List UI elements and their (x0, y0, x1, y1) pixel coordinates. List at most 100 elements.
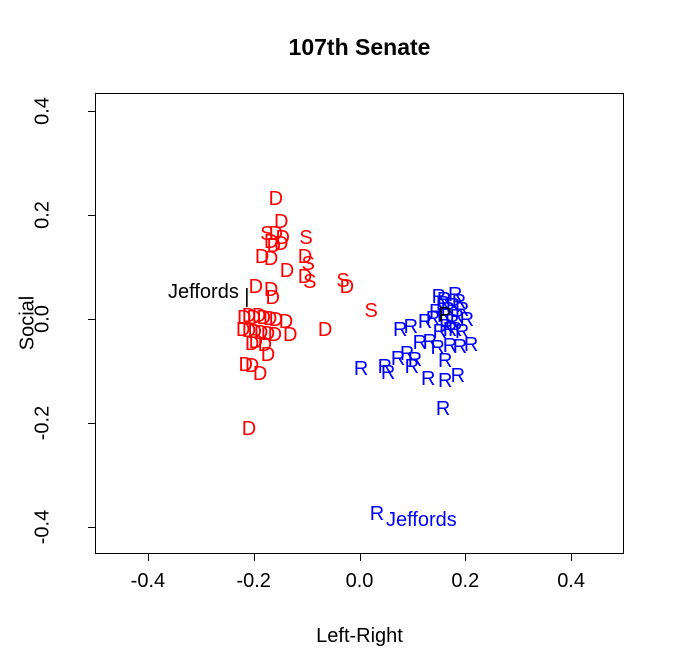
data-point-P: P (438, 303, 452, 326)
data-point-D: D (257, 334, 273, 357)
x-tick (253, 554, 255, 561)
data-point-D: D (339, 275, 355, 298)
data-point-D: D (263, 248, 279, 271)
data-point-D: D (268, 188, 284, 211)
y-tick (88, 215, 95, 217)
data-point-D: D (297, 246, 313, 269)
data-point-S: S (260, 223, 274, 246)
data-point-D: D (282, 324, 298, 347)
annotation-jeffords: Jeffords (168, 281, 239, 304)
data-point-R: R (421, 367, 436, 390)
x-tick-label: 0.4 (557, 570, 585, 592)
data-point-D: D (267, 324, 283, 347)
data-point-D: D (268, 309, 284, 332)
data-point-R: R (448, 284, 463, 307)
data-point-S: S (303, 271, 317, 294)
data-point-D: D (235, 318, 251, 341)
data-point-R: R (432, 321, 448, 344)
x-axis-label: Left-Right (316, 625, 403, 647)
data-point-R: R (436, 288, 452, 311)
data-point-D: D (244, 333, 260, 356)
y-tick-label-text: -0.4 (31, 509, 54, 545)
data-point-R: R (431, 286, 447, 309)
y-tick (88, 111, 95, 113)
data-point-R: R (428, 301, 444, 324)
data-point-D: D (268, 223, 284, 246)
data-point-R: R (442, 318, 458, 341)
data-point-D: D (244, 354, 260, 377)
data-point-R: R (377, 355, 393, 378)
x-tick (465, 554, 467, 561)
annotation-jeffords: Jeffords (385, 508, 457, 531)
y-tick (88, 319, 95, 321)
y-tick (88, 423, 95, 425)
data-point-R: R (450, 365, 466, 388)
data-point-D: D (273, 233, 289, 256)
data-point-R: R (430, 337, 446, 360)
data-point-D: D (297, 265, 313, 288)
data-point-S: S (364, 300, 378, 323)
data-point-D: D (252, 363, 268, 386)
data-point-D: D (263, 278, 279, 301)
data-point-D: D (251, 304, 267, 327)
data-point-R: R (452, 336, 468, 359)
data-point-R: R (404, 355, 420, 378)
data-point-R: R (454, 299, 470, 322)
data-point-D: D (260, 323, 276, 346)
data-point-D: D (247, 321, 262, 344)
x-tick-label: -0.2 (236, 570, 271, 592)
data-point-R: R (407, 349, 423, 372)
data-point-D: D (241, 320, 257, 343)
data-point-S: S (301, 252, 315, 275)
data-point-R: R (459, 309, 475, 332)
data-point-R: R (390, 348, 406, 371)
data-point-D: D (238, 353, 253, 376)
data-point-R: R (451, 290, 467, 313)
y-tick-label-text: -0.2 (31, 405, 54, 441)
data-point-D: D (236, 307, 252, 330)
data-point-D: D (256, 307, 271, 330)
data-point-R: R (463, 334, 479, 357)
data-point-R: R (392, 318, 408, 341)
data-point-D: D (266, 235, 282, 258)
x-tick-label: 0.0 (345, 570, 374, 592)
data-point-R: R (444, 311, 460, 334)
data-point-D: D (241, 304, 257, 327)
y-axis-label-text: Social (16, 295, 39, 351)
data-point-R: R (412, 331, 428, 354)
data-point-R: R (380, 362, 396, 385)
data-point-bar: | (244, 286, 250, 309)
data-point-D: D (317, 318, 333, 341)
data-point-S: S (336, 270, 350, 293)
data-point-D: D (260, 343, 276, 366)
data-point-R: R (454, 321, 470, 344)
data-point-R: R (439, 315, 454, 338)
chart-title: 107th Senate (288, 34, 431, 60)
data-point-R: R (435, 397, 451, 420)
plot-area (95, 93, 624, 554)
data-point-R: R (403, 315, 419, 338)
data-point-S: S (299, 227, 313, 249)
data-point-R: R (417, 311, 433, 334)
data-point-D: D (254, 246, 270, 269)
data-point-R: R (435, 293, 451, 315)
data-point-D: D (248, 275, 264, 298)
y-tick-label-text: 0.4 (31, 97, 54, 126)
data-point-R: R (437, 350, 453, 373)
data-point-R: R (436, 304, 452, 327)
x-tick (571, 554, 573, 561)
data-point-R: R (437, 369, 453, 392)
x-tick-label: -0.4 (130, 570, 166, 592)
data-point-D: D (262, 308, 278, 331)
y-tick-label-text: 0.2 (31, 201, 54, 230)
data-point-R: R (440, 299, 456, 322)
data-point-D: D (275, 227, 291, 249)
data-point-D: D (248, 330, 264, 353)
x-tick (359, 554, 361, 561)
data-point-R: R (353, 357, 369, 380)
data-point-R: R (448, 318, 463, 341)
data-point-R: R (425, 308, 441, 331)
data-point-D: D (241, 418, 257, 441)
data-point-R: R (399, 342, 415, 365)
